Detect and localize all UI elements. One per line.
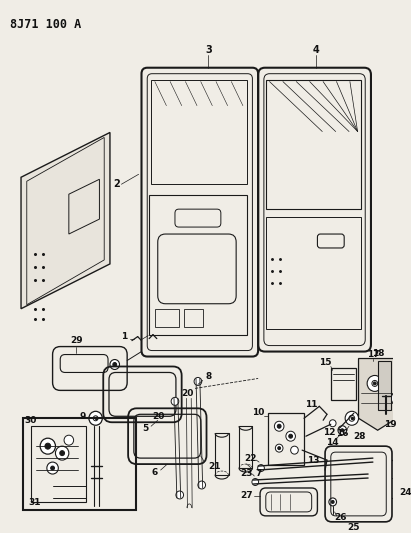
Ellipse shape <box>289 434 293 438</box>
Polygon shape <box>21 133 110 309</box>
Text: 11: 11 <box>305 400 318 409</box>
Text: 24: 24 <box>399 488 411 497</box>
Bar <box>151 79 247 184</box>
Text: 12: 12 <box>323 427 335 437</box>
Text: 31: 31 <box>29 498 41 507</box>
Ellipse shape <box>55 446 69 460</box>
Text: 3: 3 <box>205 45 212 55</box>
Text: 14: 14 <box>326 438 339 447</box>
Ellipse shape <box>258 465 264 472</box>
Text: 25: 25 <box>348 523 360 532</box>
Text: 2: 2 <box>113 179 120 189</box>
Ellipse shape <box>60 450 65 456</box>
Ellipse shape <box>171 398 179 405</box>
Ellipse shape <box>286 431 296 441</box>
Bar <box>378 360 391 410</box>
Bar <box>23 418 136 510</box>
Text: 20: 20 <box>181 389 193 398</box>
Ellipse shape <box>382 392 394 405</box>
Text: 28: 28 <box>353 432 366 441</box>
Text: 20: 20 <box>152 412 164 421</box>
Polygon shape <box>358 359 397 430</box>
Text: 1: 1 <box>121 332 127 341</box>
Text: 16: 16 <box>336 429 349 438</box>
Bar <box>268 413 304 465</box>
Ellipse shape <box>40 438 55 454</box>
Text: 4: 4 <box>312 45 319 55</box>
Text: 5: 5 <box>142 424 148 433</box>
Ellipse shape <box>338 426 346 435</box>
Ellipse shape <box>349 415 355 421</box>
Ellipse shape <box>372 381 378 386</box>
Text: 29: 29 <box>70 336 83 345</box>
Text: 8: 8 <box>206 372 212 381</box>
Text: 8J71 100 A: 8J71 100 A <box>9 18 81 31</box>
Ellipse shape <box>113 362 117 367</box>
Bar <box>184 309 203 327</box>
Ellipse shape <box>291 446 298 454</box>
Text: 10: 10 <box>252 408 264 417</box>
Bar <box>155 309 179 327</box>
Bar <box>149 195 247 335</box>
Bar <box>331 368 356 400</box>
Text: 9: 9 <box>79 412 85 421</box>
Ellipse shape <box>47 462 58 474</box>
Ellipse shape <box>275 421 284 431</box>
Ellipse shape <box>329 498 337 506</box>
Text: 30: 30 <box>24 416 36 425</box>
Ellipse shape <box>198 481 206 489</box>
Text: 23: 23 <box>240 469 253 478</box>
Ellipse shape <box>367 375 382 391</box>
Ellipse shape <box>110 360 120 369</box>
Bar <box>266 79 361 209</box>
Text: 17: 17 <box>367 350 379 359</box>
Ellipse shape <box>329 420 336 427</box>
Ellipse shape <box>278 447 281 450</box>
Bar <box>30 426 86 502</box>
Ellipse shape <box>331 500 334 504</box>
Text: 7: 7 <box>255 469 261 478</box>
Ellipse shape <box>345 411 358 425</box>
Ellipse shape <box>45 443 51 449</box>
Text: 19: 19 <box>384 420 396 429</box>
Text: 27: 27 <box>240 491 252 500</box>
Ellipse shape <box>176 491 184 499</box>
Text: 22: 22 <box>244 454 257 463</box>
Text: 21: 21 <box>208 462 221 471</box>
Text: 13: 13 <box>307 456 320 465</box>
Ellipse shape <box>341 429 344 432</box>
Text: 15: 15 <box>319 358 331 367</box>
Bar <box>266 217 361 329</box>
Text: 26: 26 <box>334 513 346 522</box>
Ellipse shape <box>64 435 74 445</box>
Text: 6: 6 <box>152 467 158 477</box>
Ellipse shape <box>386 397 390 400</box>
Text: 18: 18 <box>372 349 385 358</box>
Bar <box>215 433 229 475</box>
Ellipse shape <box>275 444 283 452</box>
Ellipse shape <box>194 377 202 385</box>
Ellipse shape <box>277 424 281 428</box>
Bar <box>239 426 252 468</box>
Ellipse shape <box>93 416 98 421</box>
Ellipse shape <box>373 382 376 385</box>
Ellipse shape <box>89 411 102 425</box>
Ellipse shape <box>51 466 55 470</box>
Ellipse shape <box>252 479 259 486</box>
